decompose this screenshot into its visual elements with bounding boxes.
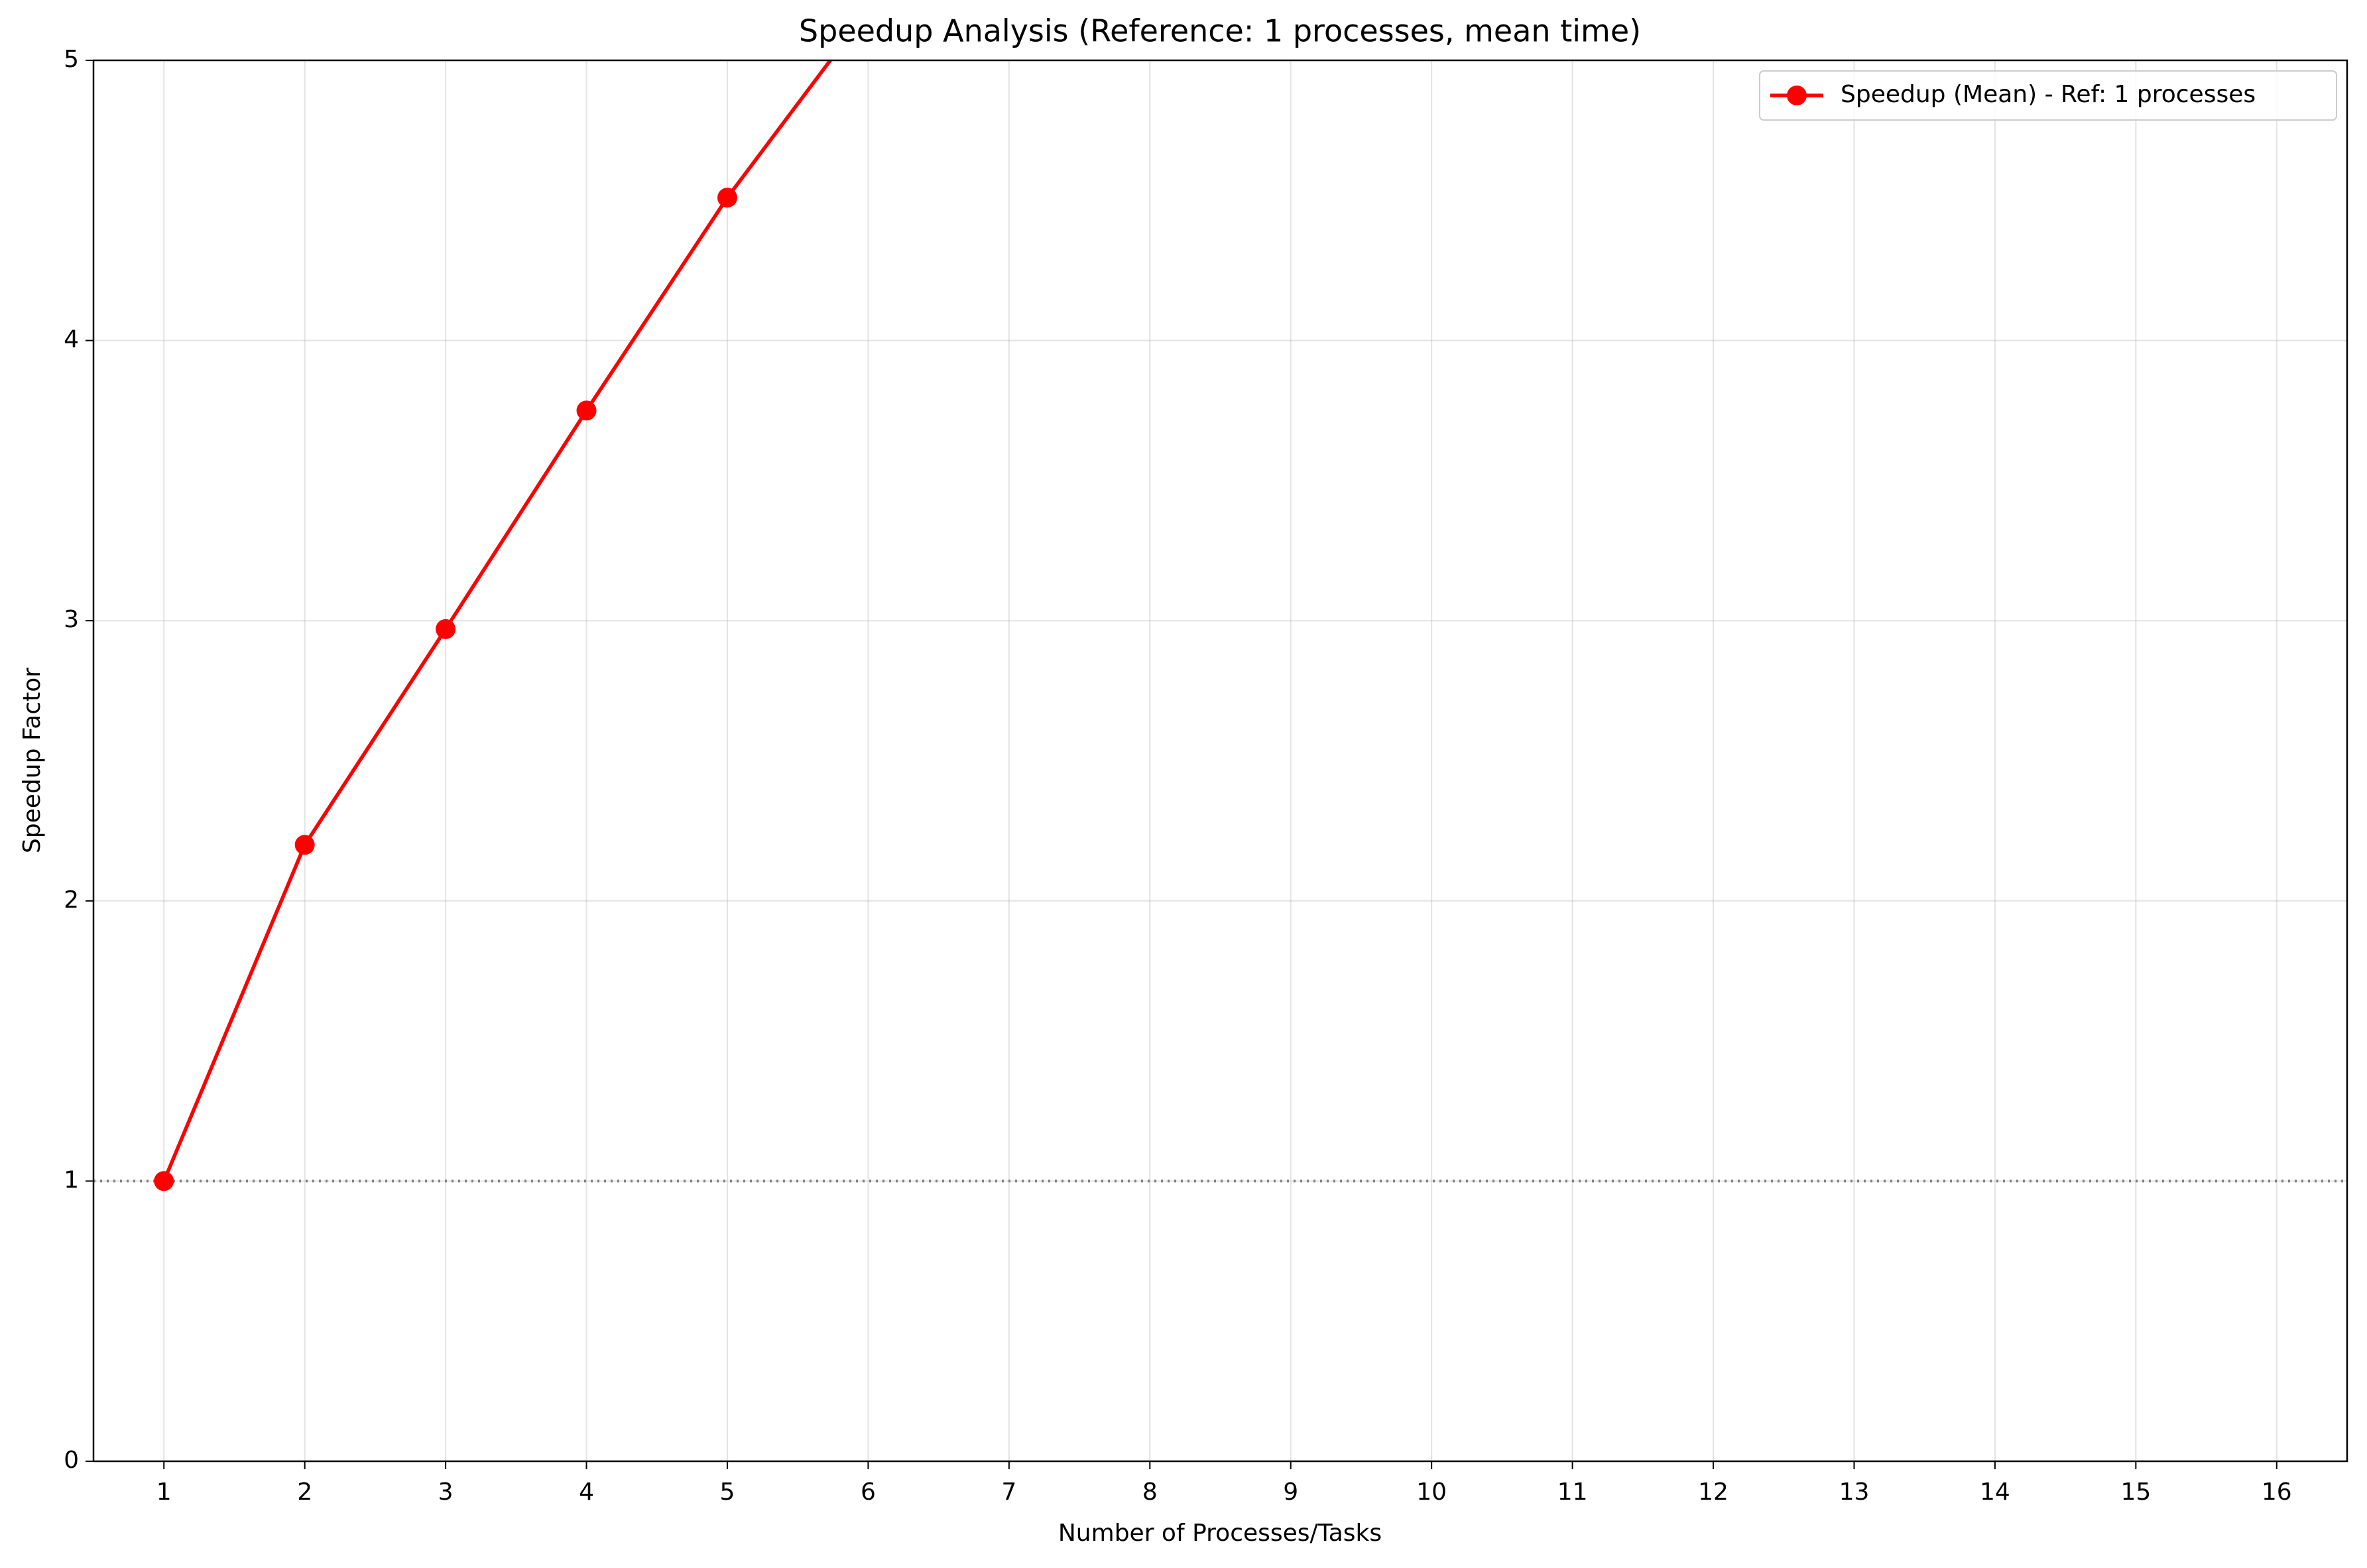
x-tick-label: 15 [2120, 1478, 2151, 1506]
x-tick-label: 6 [861, 1478, 876, 1506]
x-tick-label: 5 [720, 1478, 735, 1506]
y-tick-label: 5 [64, 46, 79, 73]
x-tick-label: 8 [1142, 1478, 1158, 1506]
y-axis-label: Speedup Factor [19, 668, 46, 853]
x-tick-label: 9 [1283, 1478, 1298, 1506]
x-axis-label: Number of Processes/Tasks [1058, 1520, 1382, 1547]
x-tick-label: 16 [2262, 1478, 2292, 1506]
chart-title: Speedup Analysis (Reference: 1 processes… [799, 13, 1641, 49]
plot-area [93, 60, 2347, 1191]
data-point [576, 400, 597, 421]
legend-label: Speedup (Mean) - Ref: 1 processes [1841, 81, 2256, 108]
x-tick-label: 10 [1416, 1478, 1447, 1506]
x-tick-label: 3 [438, 1478, 454, 1506]
axes-frame [92, 59, 2348, 1463]
data-point [294, 835, 315, 855]
x-tick-label: 12 [1698, 1478, 1729, 1506]
y-tick-label: 4 [64, 326, 79, 353]
x-tick-label: 2 [297, 1478, 312, 1506]
x-tick-label: 11 [1557, 1478, 1588, 1506]
data-point [436, 619, 456, 639]
legend: Speedup (Mean) - Ref: 1 processes [1759, 70, 2337, 121]
x-tick-label: 13 [1839, 1478, 1870, 1506]
legend-box [1759, 70, 2337, 121]
y-tick-label: 2 [64, 886, 79, 914]
y-tick-label: 1 [64, 1166, 79, 1193]
legend-marker [1787, 86, 1807, 105]
series-line [162, 60, 833, 1182]
data-point [717, 188, 737, 208]
x-tick-label: 1 [156, 1478, 172, 1506]
y-tick-label: 0 [64, 1447, 79, 1474]
x-tick-label: 14 [1980, 1478, 2010, 1506]
y-tick-label: 3 [64, 606, 79, 633]
x-tick-label: 4 [579, 1478, 594, 1506]
data-point [154, 1171, 174, 1191]
x-tick-label: 7 [1001, 1478, 1016, 1506]
